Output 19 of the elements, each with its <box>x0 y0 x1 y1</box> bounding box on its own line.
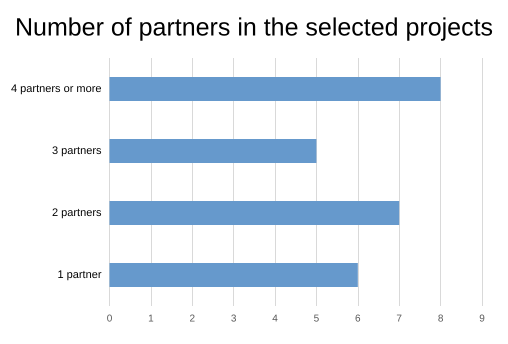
x-tick-label: 4 <box>272 314 278 324</box>
y-tick-label: 3 partners <box>52 145 102 157</box>
y-tick-label: 2 partners <box>52 207 102 219</box>
bar <box>109 139 316 163</box>
x-tick-label: 1 <box>148 314 154 324</box>
x-tick-label: 6 <box>355 314 362 324</box>
x-tick-label: 3 <box>230 314 237 324</box>
x-tick-label: 7 <box>396 314 402 324</box>
bar <box>109 201 400 225</box>
x-tick-label: 9 <box>479 314 486 324</box>
x-tick-label: 0 <box>106 314 113 324</box>
x-tick-label: 5 <box>314 314 320 324</box>
bar <box>109 77 441 101</box>
chart-title: Number of partners in the selected projects <box>14 14 494 42</box>
bar <box>109 263 358 287</box>
x-tick-label: 2 <box>189 314 196 324</box>
y-tick-label: 1 partner <box>57 269 102 281</box>
y-tick-label: 4 partners or more <box>10 83 102 95</box>
x-tick-label: 8 <box>438 314 444 324</box>
